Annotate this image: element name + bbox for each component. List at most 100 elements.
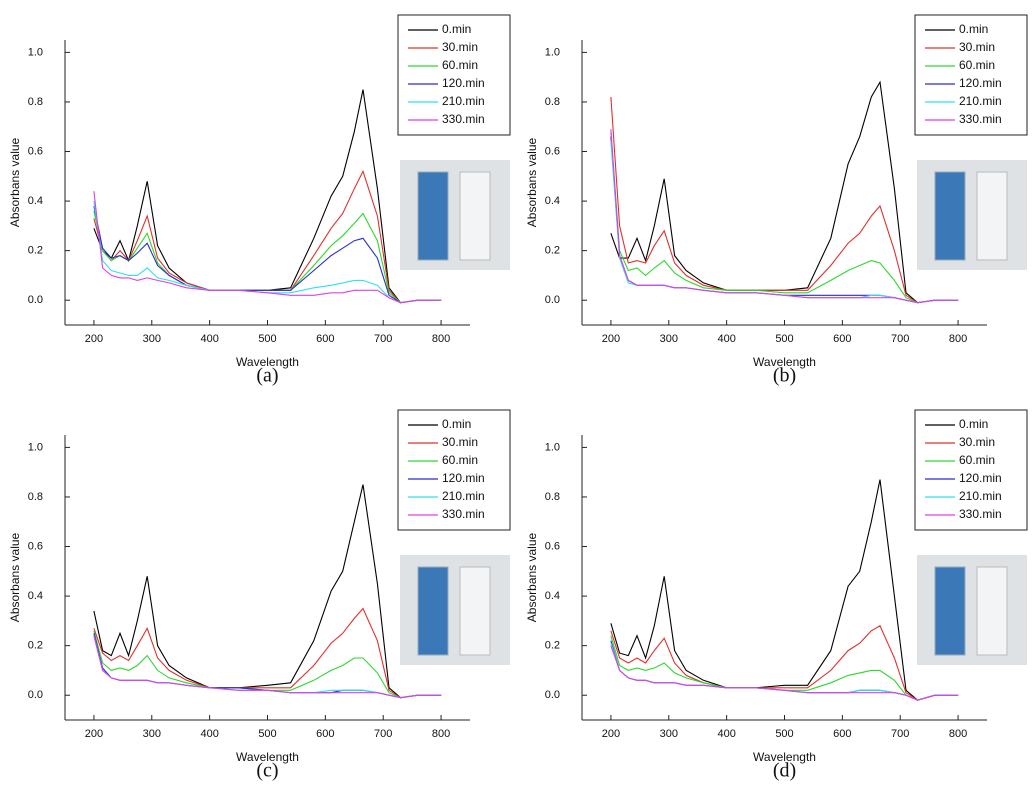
series-line [610, 80, 959, 304]
y-tick-label: 0.4 [545, 590, 560, 602]
series-line [610, 645, 959, 701]
x-tick-label: 600 [833, 728, 851, 740]
x-tick-label: 800 [432, 333, 450, 345]
x-axis-title: Wavelength [236, 750, 299, 764]
x-tick-label: 600 [833, 333, 851, 345]
series-line [93, 205, 442, 304]
legend-box [397, 14, 511, 136]
x-tick-label: 400 [717, 728, 735, 740]
x-tick-label: 400 [200, 333, 218, 345]
x-tick-label: 800 [949, 728, 967, 740]
series-line [93, 191, 442, 304]
x-tick-label: 700 [374, 333, 392, 345]
legend-label: 60.min [959, 453, 995, 467]
caption: (c) [256, 760, 278, 782]
y-tick-label: 0.4 [545, 195, 560, 207]
cuvette-blue [417, 171, 449, 261]
photo-bg [400, 160, 510, 270]
series-line [93, 89, 442, 304]
panel: 0.0 0.2 0.4 0.6 0.8 1.0 200 300 400 500 600 700 800 W… [8, 409, 511, 782]
y-tick-label: 1.0 [28, 46, 43, 58]
y-tick-label: 0.2 [545, 640, 560, 652]
cuvette-photo [400, 160, 510, 270]
x-tick-label: 300 [660, 333, 678, 345]
x-tick-label: 800 [949, 333, 967, 345]
panel: 0.0 0.2 0.4 0.6 0.8 1.0 200 300 400 500 600 700 800 W… [8, 14, 511, 387]
legend-label: 330.min [959, 507, 1002, 521]
legend-label: 210.min [442, 489, 485, 503]
caption: (b) [773, 365, 796, 387]
series-line [610, 96, 959, 304]
x-tick-label: 200 [85, 728, 103, 740]
x-tick-label: 700 [891, 333, 909, 345]
x-tick-label: 500 [258, 333, 276, 345]
x-tick-label: 300 [143, 333, 161, 345]
y-tick-label: 0.2 [28, 640, 43, 652]
y-tick-label: 0.6 [545, 540, 560, 552]
y-tick-label: 0.2 [545, 245, 560, 257]
y-tick-label: 0.4 [28, 590, 43, 602]
y-tick-label: 0.6 [545, 145, 560, 157]
legend-label: 30.min [442, 40, 478, 54]
y-tick-label: 0.4 [28, 195, 43, 207]
series-line [610, 129, 959, 304]
x-axis-title: Wavelength [753, 750, 816, 764]
panel: 0.0 0.2 0.4 0.6 0.8 1.0 200 300 400 500 600 700 800 W… [525, 409, 1028, 782]
legend-label: 120.min [959, 471, 1002, 485]
x-tick-label: 700 [891, 728, 909, 740]
legend-label: 30.min [442, 435, 478, 449]
series-line [610, 136, 959, 304]
x-tick-label: 200 [602, 728, 620, 740]
x-tick-label: 300 [660, 728, 678, 740]
series-line [610, 141, 959, 304]
legend-label: 0.min [959, 22, 988, 36]
y-tick-label: 0.6 [28, 145, 43, 157]
legend-label: 30.min [959, 40, 995, 54]
legend-label: 210.min [442, 94, 485, 108]
legend-label: 0.min [442, 22, 471, 36]
legend-box [397, 409, 511, 531]
cuvette-clear [976, 566, 1008, 656]
cuvette-blue [934, 171, 966, 261]
y-axis-title: Absorbans value [8, 532, 22, 622]
legend-label: 120.min [442, 76, 485, 90]
y-tick-label: 0.8 [545, 96, 560, 108]
series-line [93, 484, 442, 699]
cuvette-photo [917, 160, 1027, 270]
y-tick-label: 0.8 [28, 96, 43, 108]
x-tick-label: 500 [775, 728, 793, 740]
legend-label: 60.min [442, 58, 478, 72]
y-axis-title: Absorbans value [8, 137, 22, 227]
y-tick-label: 1.0 [28, 441, 43, 453]
y-tick-label: 0.6 [28, 540, 43, 552]
x-axis-title: Wavelength [753, 355, 816, 369]
legend-label: 0.min [442, 417, 471, 431]
x-axis-title: Wavelength [236, 355, 299, 369]
x-tick-label: 600 [316, 333, 334, 345]
y-tick-label: 0.8 [28, 491, 43, 503]
legend-label: 60.min [442, 453, 478, 467]
series-line [93, 169, 442, 304]
x-tick-label: 800 [432, 728, 450, 740]
x-tick-label: 300 [143, 728, 161, 740]
legend-box [914, 14, 1028, 136]
x-tick-label: 400 [717, 333, 735, 345]
caption: (a) [256, 365, 278, 387]
x-tick-label: 400 [200, 728, 218, 740]
series-line [610, 131, 959, 304]
legend-label: 330.min [442, 112, 485, 126]
legend-label: 0.min [959, 417, 988, 431]
photo-bg [400, 555, 510, 665]
cuvette-photo [917, 555, 1027, 665]
cuvette-blue [417, 566, 449, 656]
series-line [93, 635, 442, 699]
x-tick-label: 500 [775, 333, 793, 345]
y-tick-label: 0.2 [28, 245, 43, 257]
x-tick-label: 700 [374, 728, 392, 740]
x-tick-label: 200 [85, 333, 103, 345]
y-tick-label: 0.8 [545, 491, 560, 503]
legend-label: 30.min [959, 435, 995, 449]
series-line [93, 607, 442, 699]
